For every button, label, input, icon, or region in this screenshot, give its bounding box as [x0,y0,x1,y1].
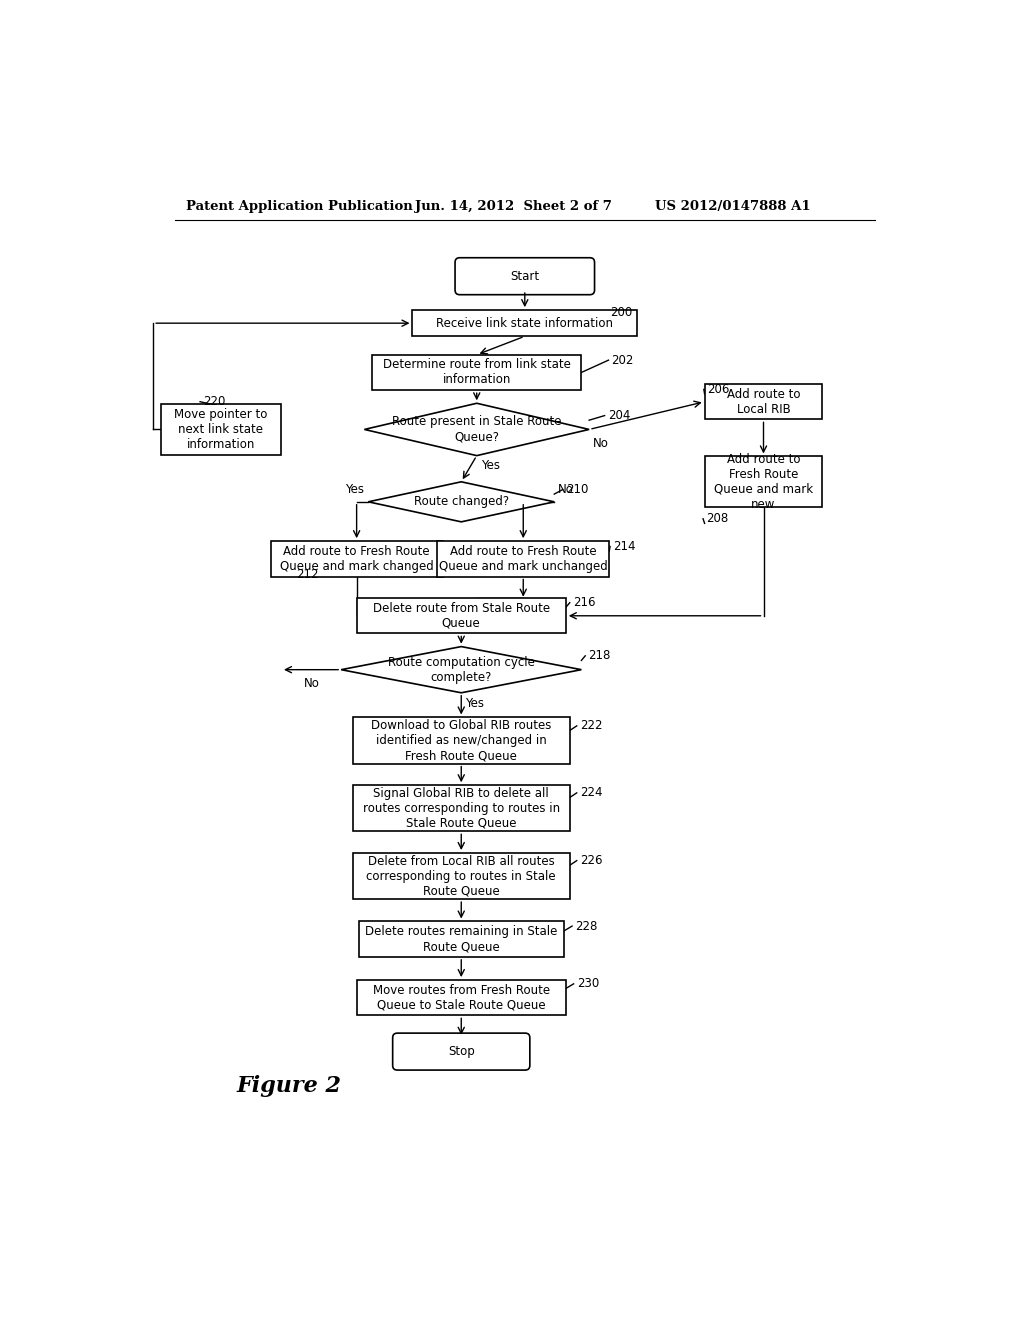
Text: Route changed?: Route changed? [414,495,509,508]
Text: Yes: Yes [345,483,365,496]
FancyBboxPatch shape [455,257,595,294]
FancyBboxPatch shape [352,718,569,763]
FancyBboxPatch shape [437,541,609,577]
Text: Add route to Fresh Route
Queue and mark changed: Add route to Fresh Route Queue and mark … [280,545,433,573]
Text: Add route to Fresh Route
Queue and mark unchanged: Add route to Fresh Route Queue and mark … [439,545,607,573]
Text: Add route to
Local RIB: Add route to Local RIB [727,388,800,416]
Text: No: No [558,483,574,496]
Text: Delete routes remaining in Stale
Route Queue: Delete routes remaining in Stale Route Q… [366,925,557,953]
Text: 230: 230 [577,977,599,990]
Text: 224: 224 [580,787,602,800]
Text: Delete route from Stale Route
Queue: Delete route from Stale Route Queue [373,602,550,630]
FancyBboxPatch shape [352,785,569,832]
Polygon shape [369,482,554,521]
Text: Stop: Stop [447,1045,475,1059]
Text: 200: 200 [610,306,632,319]
Text: US 2012/0147888 A1: US 2012/0147888 A1 [655,199,811,213]
Text: Add route to
Fresh Route
Queue and mark
new: Add route to Fresh Route Queue and mark … [714,453,813,511]
Text: Receive link state information: Receive link state information [436,317,613,330]
FancyBboxPatch shape [358,921,564,957]
Text: 228: 228 [575,920,598,933]
FancyBboxPatch shape [352,853,569,899]
Text: No: No [593,437,609,450]
Polygon shape [341,647,582,693]
Text: 218: 218 [589,649,610,663]
FancyBboxPatch shape [270,541,442,577]
Text: Yes: Yes [465,697,484,710]
Text: 206: 206 [707,383,729,396]
Text: 202: 202 [611,354,634,367]
Polygon shape [365,404,589,455]
FancyBboxPatch shape [161,404,281,455]
Text: No: No [303,677,319,690]
Text: 216: 216 [572,597,595,610]
FancyBboxPatch shape [356,598,566,634]
Text: Signal Global RIB to delete all
routes corresponding to routes in
Stale Route Qu: Signal Global RIB to delete all routes c… [362,787,560,830]
Text: Figure 2: Figure 2 [237,1076,341,1097]
FancyBboxPatch shape [705,384,822,420]
FancyBboxPatch shape [705,457,822,507]
FancyBboxPatch shape [372,355,582,391]
Text: 222: 222 [580,719,602,733]
Text: 220: 220 [203,395,225,408]
Text: 204: 204 [607,409,630,422]
Text: Download to Global RIB routes
identified as new/changed in
Fresh Route Queue: Download to Global RIB routes identified… [371,719,552,762]
FancyBboxPatch shape [413,310,637,337]
FancyBboxPatch shape [356,979,566,1015]
Text: Move pointer to
next link state
information: Move pointer to next link state informat… [174,408,267,451]
Text: 210: 210 [566,483,588,496]
Text: Determine route from link state
information: Determine route from link state informat… [383,359,570,387]
Text: Jun. 14, 2012  Sheet 2 of 7: Jun. 14, 2012 Sheet 2 of 7 [415,199,611,213]
Text: 226: 226 [580,854,602,867]
Text: 208: 208 [707,512,728,525]
Text: Yes: Yes [480,459,500,473]
Text: Start: Start [510,269,540,282]
Text: Move routes from Fresh Route
Queue to Stale Route Queue: Move routes from Fresh Route Queue to St… [373,983,550,1011]
Text: Route present in Stale Route
Queue?: Route present in Stale Route Queue? [392,416,561,444]
Text: Route computation cycle
complete?: Route computation cycle complete? [388,656,535,684]
Text: Delete from Local RIB all routes
corresponding to routes in Stale
Route Queue: Delete from Local RIB all routes corresp… [367,854,556,898]
Text: 212: 212 [296,568,318,581]
FancyBboxPatch shape [392,1034,529,1071]
Text: Patent Application Publication: Patent Application Publication [186,199,413,213]
Text: 214: 214 [613,540,636,553]
